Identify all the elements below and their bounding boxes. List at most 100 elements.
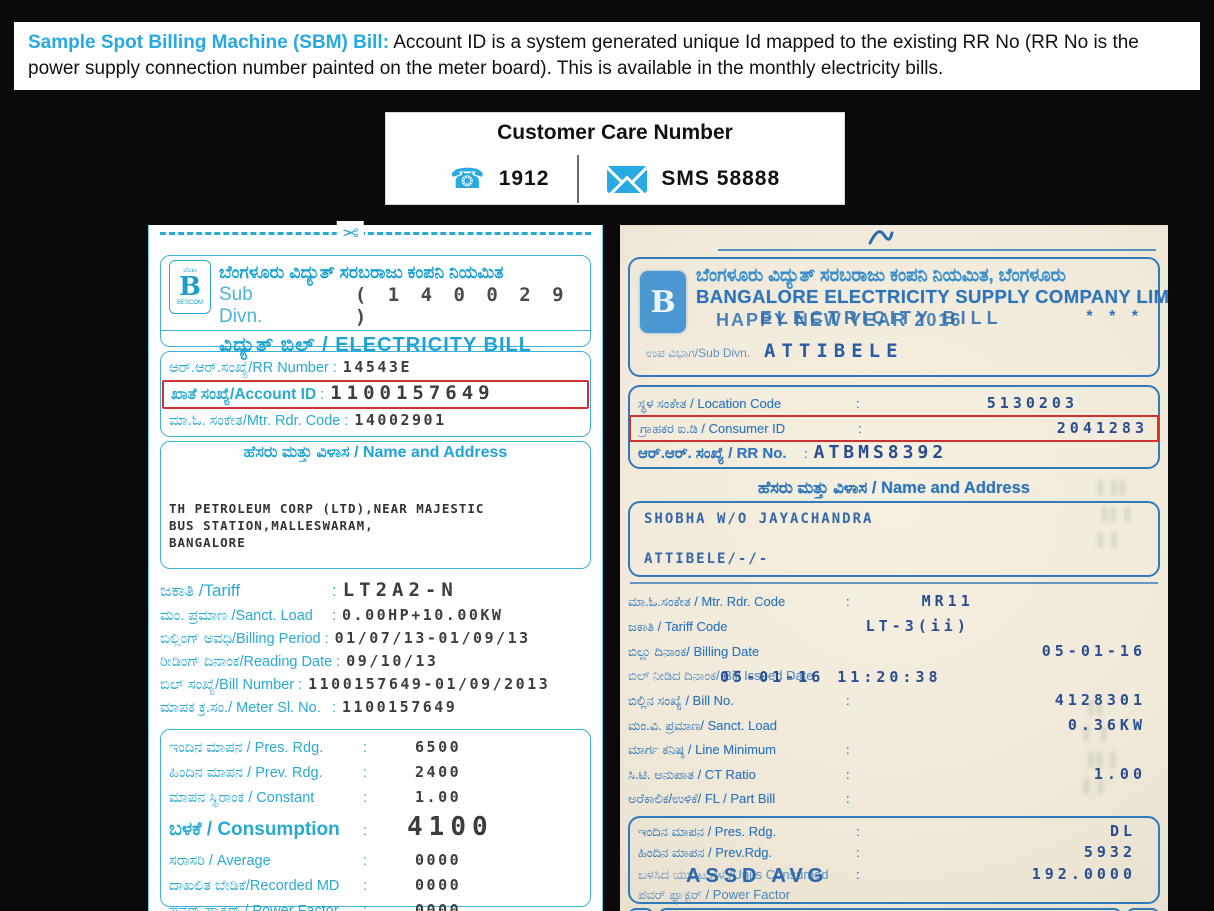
pres-rdg-label: ಇಂದಿನ ಮಾಪನ / Pres. Rdg. [169, 740, 324, 756]
charges-table-header: ಪರಿಮಾಣ/KW ದರ/ Rate ಮೊತ್ತ / Amount F C . … [628, 908, 1160, 911]
bill-no-row: ಬಿಲ್ಲಿನ ಸಂಖ್ಯೆ / Bill No. 4128301 [628, 688, 1160, 713]
ct-ratio-row: ಸಿ.ಟಿ. ಅನುಪಾತ / CT Ratio 1.00 [628, 762, 1160, 787]
sanct-load-value: 0.00HP+10.00KW [342, 606, 504, 624]
readings-box: ಇಂದಿನ ಮಾಪನ / Pres. Rdg. DL ಹಿಂದಿನ ಮಾಪನ /… [628, 816, 1160, 904]
pres-rdg-value: DL [1109, 822, 1136, 840]
identifiers-box: ಆರ್.ಆರ್.ಸಂಖ್ಯೆ/RR Number 14543E ಖಾತೆ ಸಂಖ… [160, 351, 591, 437]
address-line: TH PETROLEUM CORP (LTD),NEAR MAJESTIC [169, 501, 485, 516]
units-consumed-label: ಬಳಸಿದ ಯುನಿಟುಗಳು/Units Consumed [638, 867, 829, 882]
pres-rdg-value: 6500 [415, 738, 462, 756]
recorded-md-label: ದಾಖಲಿತ ಬೇಡಿಕೆ/Recorded MD [169, 878, 340, 894]
bill-details: ಜಕಾತಿ /Tariff LT2A2-N ಮಂ. ಪ್ರಮಾಣ /Sanct.… [160, 577, 591, 719]
prev-rdg-value: 5932 [1083, 843, 1136, 861]
sub-division-row: Sub Divn. ( 1 4 0 0 2 9 ) [219, 284, 582, 328]
mtr-rdr-code-value: MR11 [921, 592, 974, 610]
prev-rdg-row: ಹಿಂದಿನ ಮಾಪನ / Prev. Rdg. 2400 [169, 760, 582, 785]
line-minimum-row: ಮಾರ್ಗ ಕನಿಷ್ಠ / Line Minimum [628, 738, 1160, 762]
logo-top-text: ಬೆವಿಕಂ [183, 267, 197, 274]
logo-bottom-text: BESCOM [176, 299, 203, 306]
account-id-value: 1100157649 [330, 382, 495, 404]
rr-number-value: 14543E [342, 358, 412, 376]
average-row: ಸರಾಸರಿ / Average 0000 [169, 848, 582, 873]
phone-icon: ☎ [449, 163, 485, 194]
constant-value: 1.00 [415, 788, 462, 806]
sanct-load-label: ಮಂ.ವಿ. ಪ್ರಮಾಣ/ Sanct. Load [628, 718, 778, 733]
pres-rdg-label: ಇಂದಿನ ಮಾಪನ / Pres. Rdg. [638, 824, 777, 839]
mtr-rdr-code-label: ಮಾ.ಓ. ಸಂಕೇತ/Mtr. Rdr. Code [169, 413, 341, 429]
sanct-load-row: ಮಂ. ಪ್ರಮಾಣ /Sanct. Load 0.00HP+10.00KW [160, 604, 591, 627]
customer-name: SHOBHA W/O JAYACHANDRA [644, 511, 874, 527]
customer-care-title: Customer Care Number [497, 121, 733, 144]
reading-date-row: ರೀಡಿಂಗ್ ದಿನಾಂಕ/Reading Date 09/10/13 [160, 650, 591, 673]
billing-period-label: ಬಿಲ್ಲಿಂಗ್ ಅವಧಿ/Billing Period [160, 631, 321, 647]
consumption-label: ಬಳಕೆ / Consumption [169, 819, 340, 840]
bescom-logo: ಬೆವಿಕಂ B BESCOM [169, 260, 211, 314]
ink-mark [868, 230, 894, 245]
banner-title: Sample Spot Billing Machine (SBM) Bill: [28, 32, 390, 53]
mtr-rdr-code-row: ಮಾ.ಓ.ಸಂಕೇತ / Mtr. Rdr. Code MR11 [628, 589, 1160, 614]
power-factor-label: ಪವರ್ ಫ್ಯಾಕ್ಟರ್ / Power Factor [638, 887, 791, 902]
consumer-id-highlight: ಗ್ರಾಹಕರ ಐ.ಡಿ / Consumer ID 2041283 [629, 415, 1159, 442]
company-name-kannada: ಬೆಂಗಳೂರು ವಿದ್ಯುತ್ ಸರಬರಾಜು ಕಂಪನಿ ನಿಯಮಿತ [219, 262, 504, 282]
line-minimum-label: ಮಾರ್ಗ ಕನಿಷ್ಠ / Line Minimum [628, 742, 776, 757]
consumption-row: ಬಳಕೆ / Consumption 4100 [169, 810, 582, 848]
pres-rdg-row: ಇಂದಿನ ಮಾಪನ / Pres. Rdg. 6500 [169, 735, 582, 760]
consumer-id-value: 2041283 [1056, 419, 1148, 437]
photo-bill-header-box: B ಬೆಂಗಳೂರು ವಿದ್ಯುತ್ ಸರಬರಾಜು ಕಂಪನಿ ನಿಯಮಿತ… [628, 257, 1168, 377]
billing-date-row: ಬಿಲ್ಲು ದಿನಾಂಕ/ Billing Date 05-01-16 [628, 639, 1160, 664]
electricity-bill-title: ವಿದ್ಯುತ್ ಬಿಲ್ / ELECTRICITY BILL [161, 330, 590, 357]
rr-no-value: ATBMS8392 [813, 442, 948, 463]
mtr-rdr-code-value: 14002901 [354, 411, 447, 429]
cut-line: ✂ [160, 221, 591, 246]
photo-bill: B ಬೆಂಗಳೂರು ವಿದ್ಯುತ್ ಸರಬರಾಜು ಕಂಪನಿ ನಿಯಮಿತ… [620, 225, 1168, 911]
meter-sl-no-value: 1100157649 [342, 698, 458, 716]
constant-label: ಮಾಪನ ಸ್ಥಿರಾಂಕ / Constant [169, 790, 315, 806]
customer-address: ATTIBELE/-/- [644, 551, 770, 567]
photo-bill-details: ಮಾ.ಓ.ಸಂಕೇತ / Mtr. Rdr. Code MR11 ಜಕಾತಿ /… [628, 589, 1160, 811]
company-name-english: BANGALORE ELECTRICITY SUPPLY COMPANY LIM… [696, 286, 1168, 307]
billing-date-label: ಬಿಲ್ಲು ದಿನಾಂಕ/ Billing Date [628, 644, 760, 659]
average-label: ಸರಾಸರಿ / Average [169, 853, 271, 869]
greeting-text: HAPPY NEW YEAR 2016 [716, 310, 963, 330]
phone-number: 1912 [498, 167, 550, 190]
billing-period-value: 01/07/13-01/09/13 [334, 629, 531, 647]
bill-number-label: ಬಿಲ್ ಸಂಖ್ಯೆ/Bill Number [160, 677, 295, 693]
account-id-row: ಖಾತೆ ಸಂಖ್ಯೆ/Account ID 1100157649 [171, 383, 580, 406]
sub-divn-label: ಉಪ ವಿಭಾಗ/Sub Divn. [646, 346, 751, 360]
location-code-label: ಸ್ಥಳ ಸಂಕೇತ / Location Code [638, 396, 782, 411]
power-factor-value: 0000 [415, 901, 462, 911]
rr-no-row: ಆರ್.ಆರ್. ಸಂಖ್ಯೆ / RR No. ATBMS8392 [638, 442, 1150, 465]
rr-number-label: ಆರ್.ಆರ್.ಸಂಖ್ಯೆ/RR Number [169, 360, 329, 376]
prev-rdg-row: ಹಿಂದಿನ ಮಾಪನ / Prev.Rdg. 5932 [638, 842, 1150, 863]
mtr-rdr-code-label: ಮಾ.ಓ.ಸಂಕೇತ / Mtr. Rdr. Code [628, 594, 786, 609]
account-id-highlight: ಖಾತೆ ಸಂಖ್ಯೆ/Account ID 1100157649 [162, 380, 589, 409]
location-code-value: 5130203 [986, 394, 1078, 412]
logo-letter: B [650, 284, 676, 320]
readings-box: ಇಂದಿನ ಮಾಪನ / Pres. Rdg. 6500 ಹಿಂದಿನ ಮಾಪನ… [160, 729, 591, 911]
recorded-md-value: 0000 [415, 876, 462, 894]
rr-number-row: ಆರ್.ಆರ್.ಸಂಖ್ಯೆ/RR Number 14543E [169, 357, 582, 379]
prev-rdg-label: ಹಿಂದಿನ ಮಾಪನ / Prev. Rdg. [169, 765, 323, 781]
average-value: 0000 [415, 851, 462, 869]
tariff-code-row: ಜಕಾತಿ / Tariff Code LT-3(ii) [628, 614, 1160, 639]
sanct-load-label: ಮಂ. ಪ್ರಮಾಣ /Sanct. Load [160, 608, 313, 624]
account-id-label: ಖಾತೆ ಸಂಖ್ಯೆ/Account ID [171, 386, 317, 403]
bill-no-value: 4128301 [1054, 691, 1146, 709]
reading-date-label: ರೀಡಿಂಗ್ ದಿನಾಂಕ/Reading Date [160, 654, 333, 670]
consumer-id-label: ಗ್ರಾಹಕರ ಐ.ಡಿ / Consumer ID [640, 421, 786, 436]
bill-no-label: ಬಿಲ್ಲಿನ ಸಂಖ್ಯೆ / Bill No. [628, 693, 734, 708]
sms-envelope-icon [607, 165, 648, 193]
top-rule [718, 249, 1156, 251]
meter-sl-no-label: ಮಾಪಕ ಕ್ರ.ಸಂ./ Meter Sl. No. [160, 700, 321, 716]
billing-period-row: ಬಿಲ್ಲಿಂಗ್ ಅವಧಿ/Billing Period 01/07/13-0… [160, 627, 591, 650]
tariff-label: ಜಕಾತಿ /Tariff [160, 581, 241, 600]
separator-rule [630, 582, 1158, 584]
mtr-rdr-code-row: ಮಾ.ಓ. ಸಂಕೇತ/Mtr. Rdr. Code 14002901 [169, 410, 582, 432]
power-factor-label: ಪವರ್ ಫ್ಯಾಕ್ಟರ್ / Power Factor [169, 903, 339, 911]
bill-issued-date-value: 05-01-16 11:20:38 [720, 668, 942, 686]
company-name-kannada: ಬೆಂಗಳೂರು ವಿದ್ಯುತ್ ಸರಬರಾಜು ಕಂಪನಿ ನಿಯಮಿತ, … [696, 265, 1066, 285]
sanct-load-row: ಮಂ.ವಿ. ಪ್ರಮಾಣ/ Sanct. Load 0.36KW [628, 713, 1160, 738]
bill-header-box: ಬೆವಿಕಂ B BESCOM ಬೆಂಗಳೂರು ವಿದ್ಯುತ್ ಸರಬರಾಜ… [160, 255, 591, 356]
name-address-header: ಹೆಸರು ಮತ್ತು ವಿಳಾಸ / Name and Address [243, 444, 508, 461]
